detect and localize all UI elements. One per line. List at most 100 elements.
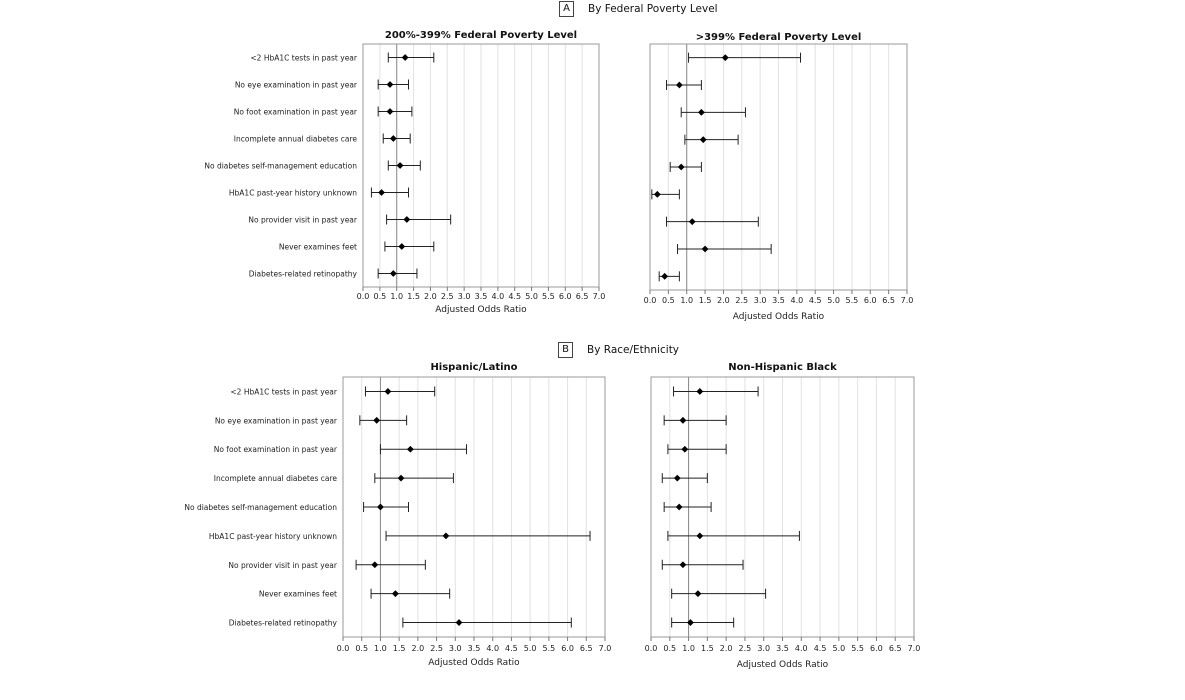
x-tick-label: 1.5 [393, 644, 406, 653]
x-tick-label: 1.0 [390, 292, 403, 301]
point-estimate [386, 81, 394, 88]
point-estimate [455, 619, 463, 626]
point-estimate [681, 445, 689, 453]
point-estimate [386, 108, 394, 115]
point-estimate [397, 474, 405, 482]
chart-title: 200%-399% Federal Poverty Level [385, 30, 577, 41]
category-label: No provider visit in past year [248, 216, 358, 225]
point-estimate [403, 216, 411, 223]
point-estimate [384, 388, 392, 395]
category-label: No diabetes self-management education [184, 503, 337, 512]
point-estimate [694, 590, 702, 598]
x-tick-label: 6.0 [870, 644, 883, 653]
x-tick-label: 7.0 [901, 296, 914, 305]
category-label: Diabetes-related retinopathy [229, 619, 338, 628]
x-tick-label: 1.5 [407, 292, 420, 301]
category-label: No provider visit in past year [228, 561, 338, 570]
section-b-label: B By Race/Ethnicity [558, 342, 679, 358]
section-a-letter: A [559, 1, 574, 17]
category-label: Incomplete annual diabetes care [234, 135, 358, 144]
point-estimate [406, 445, 414, 453]
category-label: <2 HbA1C tests in past year [250, 54, 358, 63]
category-label: Never examines feet [279, 243, 357, 252]
x-tick-label: 6.5 [882, 296, 895, 305]
x-tick-label: 6.5 [889, 644, 902, 653]
x-tick-label: 5.0 [832, 644, 845, 653]
point-estimate [377, 503, 384, 511]
x-tick-label: 3.0 [757, 644, 770, 653]
x-tick-label: 3.5 [776, 644, 789, 653]
category-label: HbA1C past-year history unknown [229, 189, 357, 198]
category-label: No eye examination in past year [235, 81, 358, 90]
category-label: <2 HbA1C tests in past year [230, 387, 338, 396]
point-estimate [687, 619, 694, 626]
x-tick-label: 6.5 [580, 644, 593, 653]
x-tick-label: 1.5 [701, 644, 714, 653]
point-estimate [679, 561, 687, 569]
point-estimate [442, 532, 450, 540]
category-label: No foot examination in past year [234, 108, 358, 117]
category-label: No foot examination in past year [214, 445, 338, 454]
x-tick-label: 6.0 [559, 292, 572, 301]
chart-title: Non-Hispanic Black [728, 362, 837, 373]
point-estimate [653, 190, 661, 198]
category-label: No eye examination in past year [215, 416, 338, 425]
x-tick-label: 6.0 [561, 644, 574, 653]
point-estimate [679, 416, 687, 424]
point-estimate [675, 81, 683, 89]
x-tick-label: 2.0 [424, 292, 437, 301]
point-estimate [401, 54, 409, 61]
x-tick-label: 1.0 [374, 644, 387, 653]
chart-title: >399% Federal Poverty Level [696, 32, 862, 43]
category-label: Diabetes-related retinopathy [249, 270, 358, 279]
x-tick-label: 1.0 [680, 296, 693, 305]
x-tick-label: 2.0 [720, 644, 733, 653]
point-estimate [721, 54, 729, 62]
x-tick-label: 5.0 [827, 296, 840, 305]
forest-panel-4: Non-Hispanic Black 0.0 0.5 1.0 1.5 2.0 2.5 3.0 3… [645, 362, 921, 670]
point-estimate [677, 163, 685, 171]
x-tick-label: 3.5 [772, 296, 785, 305]
category-label: No diabetes self-management education [204, 162, 357, 171]
x-tick-label: 2.5 [430, 644, 443, 653]
x-tick-label: 0.0 [644, 296, 657, 305]
point-estimate [701, 245, 709, 253]
point-estimate [389, 270, 397, 277]
point-estimate [396, 162, 404, 169]
x-axis-label: Adjusted Odds Ratio [428, 658, 520, 668]
x-tick-label: 4.5 [505, 644, 518, 653]
x-tick-label: 5.0 [525, 292, 538, 301]
x-tick-label: 0.5 [663, 644, 676, 653]
x-axis-label: Adjusted Odds Ratio [435, 305, 527, 315]
category-label: HbA1C past-year history unknown [209, 532, 337, 541]
x-tick-label: 0.5 [355, 644, 368, 653]
x-tick-label: 3.0 [458, 292, 471, 301]
x-tick-label: 2.5 [441, 292, 454, 301]
x-tick-label: 5.0 [524, 644, 537, 653]
point-estimate [392, 590, 399, 598]
x-tick-label: 1.0 [682, 644, 695, 653]
x-tick-label: 4.0 [486, 644, 499, 653]
x-tick-label: 6.5 [576, 292, 589, 301]
x-tick-label: 7.0 [908, 644, 921, 653]
point-estimate [373, 416, 381, 424]
section-b-title: By Race/Ethnicity [587, 344, 680, 356]
point-estimate [699, 136, 707, 144]
point-estimate [371, 561, 379, 569]
x-axis-label: Adjusted Odds Ratio [733, 312, 825, 322]
x-tick-label: 5.5 [851, 644, 864, 653]
x-tick-label: 4.5 [809, 296, 822, 305]
x-tick-label: 3.0 [449, 644, 462, 653]
x-tick-label: 4.5 [814, 644, 827, 653]
point-estimate [673, 474, 681, 482]
x-tick-label: 7.0 [599, 644, 612, 653]
x-tick-label: 2.5 [739, 644, 752, 653]
x-tick-label: 4.0 [795, 644, 808, 653]
point-estimate [378, 189, 385, 196]
point-estimate [696, 532, 704, 540]
x-tick-label: 2.0 [717, 296, 730, 305]
x-tick-label: 3.5 [475, 292, 488, 301]
forest-panel-1: 200%-399% Federal Poverty Level 0.0 0.5 1.0… [204, 30, 605, 315]
x-axis-label: Adjusted Odds Ratio [737, 660, 829, 670]
point-estimate [696, 388, 704, 395]
